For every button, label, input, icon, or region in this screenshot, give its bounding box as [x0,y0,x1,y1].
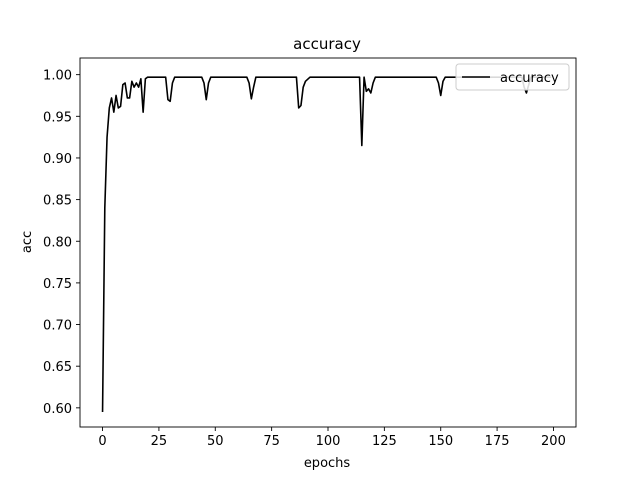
x-tick-label-1: 25 [151,434,168,449]
x-tick-label-6: 150 [428,434,453,449]
x-tick-label-5: 125 [372,434,397,449]
plot-area: 0 25 50 75 100 125 150 175 200 0.60 0.65 0.70 0.75 0.… [43,57,577,449]
y-tick-label-3: 0.75 [43,277,72,292]
x-tick-label-8: 200 [541,434,566,449]
y-tick-label-7: 0.95 [43,110,72,125]
y-tick-label-0: 0.60 [43,402,72,417]
chart-title: accuracy [293,35,361,53]
y-tick-label-1: 0.65 [43,360,72,375]
legend-box [455,63,570,91]
x-tick-label-0: 0 [98,434,106,449]
legend: accuracy [455,63,570,91]
series-line-0 [101,76,552,413]
y-tick-label-2: 0.70 [43,319,72,334]
y-axis-label: acc [20,231,35,253]
x-tick-label-4: 100 [316,434,341,449]
legend-label-0: accuracy [500,71,559,86]
plot-frame [79,57,577,428]
y-tick-label-5: 0.85 [43,194,72,209]
x-tick-label-7: 175 [485,434,510,449]
y-tick-label-6: 0.90 [43,152,72,167]
x-tick-label-2: 50 [207,434,224,449]
x-axis-label: epochs [304,456,351,471]
y-tick-label-8: 1.00 [43,69,72,84]
x-tick-label-3: 75 [263,434,280,449]
y-tick-label-4: 0.80 [43,235,72,250]
